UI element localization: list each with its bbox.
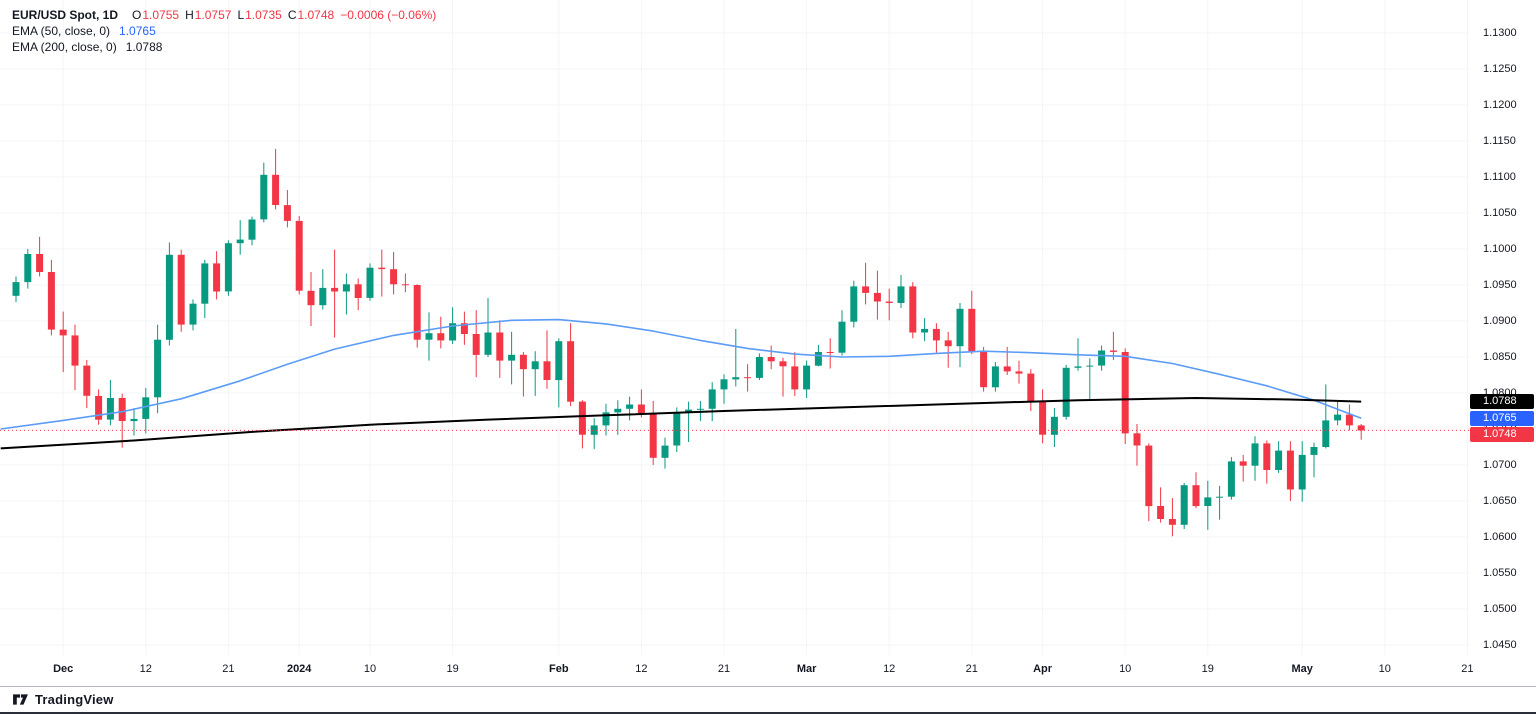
- tradingview-logo-icon[interactable]: [12, 693, 29, 706]
- price-tick-label: 1.1300: [1483, 27, 1517, 39]
- price-tick-label: 1.1050: [1483, 207, 1517, 219]
- price-tick-label: 1.1200: [1483, 99, 1517, 111]
- price-tick-label: 1.0600: [1483, 531, 1517, 543]
- ohlc-high-value: 1.0757: [194, 8, 232, 22]
- time-tick-label: 21: [1461, 663, 1474, 675]
- price-axis[interactable]: 1.1300 1.1250 1.1200 1.1150 1.1100 1.1050 1.10…: [1470, 0, 1536, 655]
- ohlc-high-label: H: [185, 8, 194, 22]
- ema200-legend-row[interactable]: EMA (200, close, 0) 1.0788: [12, 39, 436, 55]
- candlestick-series: [12, 148, 1365, 537]
- time-tick-label: 12: [635, 663, 648, 675]
- price-tick-label: 1.1150: [1483, 135, 1516, 147]
- ohlc-open-label: O: [132, 8, 142, 22]
- symbol-legend-row[interactable]: EUR/USD Spot, 1D O1.0755 H1.0757 L1.0735 C1.…: [12, 7, 436, 23]
- price-tick-label: 1.0550: [1483, 567, 1517, 579]
- time-tick-label: May: [1291, 663, 1313, 675]
- ohlc-close-value: 1.0748: [297, 8, 335, 22]
- price-tick-label: 1.0900: [1483, 315, 1517, 327]
- ema50-line: [0, 318, 1362, 430]
- price-tick-label: 1.0850: [1483, 351, 1517, 363]
- symbol-title[interactable]: EUR/USD Spot, 1D: [12, 8, 119, 22]
- ohlc-low-label: L: [237, 8, 245, 22]
- price-tick-label: 1.1250: [1483, 63, 1517, 75]
- price-tick-label: 1.0450: [1483, 639, 1517, 651]
- chart-pane[interactable]: EUR/USD Spot, 1D O1.0755 H1.0757 L1.0735 C1.…: [0, 0, 1470, 655]
- price-tick-label: 1.0500: [1483, 603, 1517, 615]
- time-tick-label: 2024: [286, 663, 312, 675]
- time-tick-label: 12: [139, 663, 152, 675]
- time-tick-label: 10: [363, 663, 377, 675]
- ema200-line: [0, 397, 1362, 450]
- time-tick-label: 10: [1378, 663, 1391, 675]
- candlestick-chart[interactable]: [0, 0, 1470, 655]
- time-tick-label: 21: [965, 663, 978, 675]
- ema200-price-badge: 1.0788: [1470, 394, 1534, 410]
- ema200-label: EMA (200, close, 0): [12, 40, 117, 54]
- ema50-price-badge: 1.0765: [1470, 410, 1534, 426]
- time-tick-label: 10: [1119, 663, 1132, 675]
- ema50-value: 1.0765: [119, 24, 156, 38]
- ohlc-change: −0.0006 (−0.06%): [340, 8, 437, 22]
- ema200-value: 1.0788: [125, 40, 163, 54]
- time-tick-label: 12: [883, 663, 896, 675]
- ema50-label: EMA (50, close, 0): [12, 24, 111, 38]
- time-tick-label: Feb: [549, 663, 569, 675]
- time-tick-label: 21: [717, 663, 731, 675]
- grid-lines: [0, 0, 1470, 655]
- ohlc-close-label: C: [287, 8, 297, 22]
- ohlc-low-value: 1.0735: [245, 8, 282, 22]
- time-tick-label: 19: [1201, 663, 1214, 675]
- time-tick-label: Mar: [796, 663, 817, 675]
- time-tick-label: 21: [222, 663, 235, 675]
- footer-bar: TradingView: [0, 686, 1536, 712]
- price-tick-label: 1.1000: [1483, 243, 1517, 255]
- last-price-badge: 1.0748: [1470, 426, 1534, 442]
- price-tick-label: 1.0700: [1483, 459, 1517, 471]
- time-tick-label: Apr: [1033, 663, 1053, 675]
- price-tick-label: 1.1100: [1483, 171, 1516, 183]
- time-tick-label: Dec: [53, 663, 74, 675]
- time-axis[interactable]: Dec 12 21 2024 10 19 Feb 12 21 Mar 12 21 Apr 10 19 May 1…: [0, 655, 1474, 686]
- tradingview-brand[interactable]: TradingView: [35, 692, 114, 707]
- price-tick-label: 1.0650: [1483, 495, 1517, 507]
- chart-legend: EUR/USD Spot, 1D O1.0755 H1.0757 L1.0735 C1.…: [12, 7, 436, 55]
- time-tick-label: 19: [446, 663, 459, 675]
- price-tick-label: 1.0950: [1483, 279, 1517, 291]
- ema50-legend-row[interactable]: EMA (50, close, 0) 1.0765: [12, 23, 436, 39]
- ohlc-open-value: 1.0755: [142, 8, 180, 22]
- window-bottom-edge: [0, 712, 1536, 714]
